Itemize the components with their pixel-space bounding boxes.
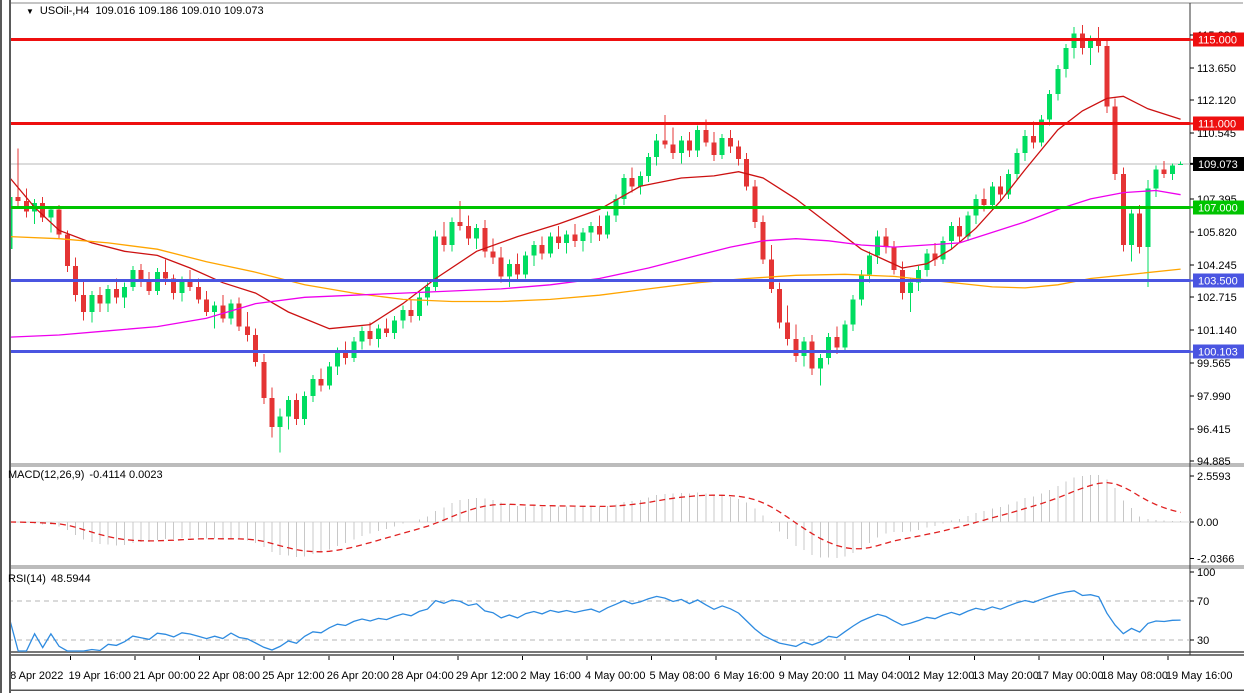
macd-indicator-values: -0.4114 0.0023: [89, 469, 163, 481]
price-tag-103.500: 103.500: [1190, 273, 1244, 288]
price-tag-115.000: 115.000: [1190, 32, 1244, 47]
svg-text:107.000: 107.000: [1198, 202, 1238, 214]
macd-pane: [8, 474, 1190, 559]
svg-text:2.5593: 2.5593: [1197, 471, 1231, 483]
svg-text:2 May 16:00: 2 May 16:00: [520, 670, 581, 682]
svg-text:100: 100: [1197, 567, 1215, 579]
svg-text:113.650: 113.650: [1197, 63, 1236, 75]
svg-text:9 May 20:00: 9 May 20:00: [779, 670, 840, 682]
svg-text:12 May 12:00: 12 May 12:00: [908, 670, 975, 682]
time-scale[interactable]: 18 Apr 2022 19 Apr 16:00 21 Apr 00:00 22 Ap…: [4, 656, 1233, 682]
ma-red-slow: [9, 95, 1181, 330]
svg-text:19 Apr 16:00: 19 Apr 16:00: [69, 670, 131, 682]
svg-text:109.073: 109.073: [1198, 159, 1238, 171]
svg-text:11 May 04:00: 11 May 04:00: [843, 670, 909, 682]
symbol-dropdown-icon[interactable]: ▼: [26, 6, 34, 16]
svg-text:6 May 16:00: 6 May 16:00: [714, 670, 775, 682]
svg-text:100.103: 100.103: [1198, 347, 1238, 359]
svg-text:13 May 20:00: 13 May 20:00: [972, 670, 1039, 682]
svg-text:22 Apr 08:00: 22 Apr 08:00: [198, 670, 260, 682]
price-tag-100.103: 100.103: [1190, 344, 1244, 359]
svg-text:29 Apr 12:00: 29 Apr 12:00: [456, 670, 518, 682]
svg-text:28 Apr 04:00: 28 Apr 04:00: [391, 670, 453, 682]
candles-series: [7, 25, 1184, 453]
svg-text:104.245: 104.245: [1197, 260, 1237, 272]
window-left-border: [0, 0, 11, 693]
svg-text:26 Apr 20:00: 26 Apr 20:00: [327, 670, 389, 682]
price-tag-109.073: 109.073: [1190, 156, 1244, 171]
svg-text:111.000: 111.000: [1198, 118, 1236, 130]
svg-text:18 Apr 2022: 18 Apr 2022: [4, 670, 63, 682]
svg-text:70: 70: [1197, 596, 1209, 608]
svg-text:110.545: 110.545: [1197, 128, 1236, 140]
rsi-pane: [8, 590, 1190, 652]
svg-text:0.00: 0.00: [1197, 517, 1218, 529]
chart-title-bar: ▼ USOil-,H4 109.016 109.186 109.010 109.…: [26, 5, 264, 17]
svg-text:96.415: 96.415: [1197, 424, 1231, 436]
svg-text:25 Apr 12:00: 25 Apr 12:00: [262, 670, 324, 682]
svg-text:115.000: 115.000: [1198, 35, 1237, 47]
svg-text:21 Apr 00:00: 21 Apr 00:00: [133, 670, 195, 682]
price-tag-111.000: 111.000: [1190, 116, 1244, 131]
ma-orange: [9, 235, 1181, 303]
svg-text:101.140: 101.140: [1197, 325, 1237, 337]
svg-text:105.820: 105.820: [1197, 227, 1237, 239]
svg-text:30: 30: [1197, 635, 1209, 647]
rsi-indicator-name: RSI(14): [8, 573, 46, 585]
svg-text:5 May 08:00: 5 May 08:00: [650, 670, 711, 682]
svg-text:103.500: 103.500: [1198, 276, 1238, 288]
svg-text:94.885: 94.885: [1197, 456, 1231, 468]
svg-text:99.565: 99.565: [1197, 358, 1231, 370]
svg-text:97.990: 97.990: [1197, 391, 1231, 403]
macd-signal-line: [9, 481, 1181, 553]
symbol-label: USOil-,H4: [39, 5, 90, 17]
ohlc-values: 109.016 109.186 109.010 109.073: [95, 5, 264, 17]
svg-text:17 May 00:00: 17 May 00:00: [1037, 670, 1104, 682]
price-scale[interactable]: 115.225113.650112.120110.545107.395105.8…: [1190, 30, 1237, 647]
svg-text:112.120: 112.120: [1197, 95, 1236, 107]
macd-indicator-name: MACD(12,26,9): [8, 469, 85, 481]
svg-text:-2.0366: -2.0366: [1197, 554, 1234, 566]
rsi-label: RSI(14) 48.5944: [8, 573, 96, 585]
svg-text:19 May 16:00: 19 May 16:00: [1166, 670, 1233, 682]
svg-text:102.715: 102.715: [1197, 292, 1237, 304]
rsi-indicator-values: 48.5944: [50, 573, 91, 585]
price-tag-107.000: 107.000: [1190, 200, 1244, 215]
ma-magenta: [9, 189, 1181, 338]
svg-text:4 May 00:00: 4 May 00:00: [585, 670, 646, 682]
svg-text:18 May 08:00: 18 May 08:00: [1101, 670, 1168, 682]
rsi-line: [9, 590, 1181, 652]
macd-label: MACD(12,26,9) -0.4114 0.0023: [8, 469, 168, 481]
